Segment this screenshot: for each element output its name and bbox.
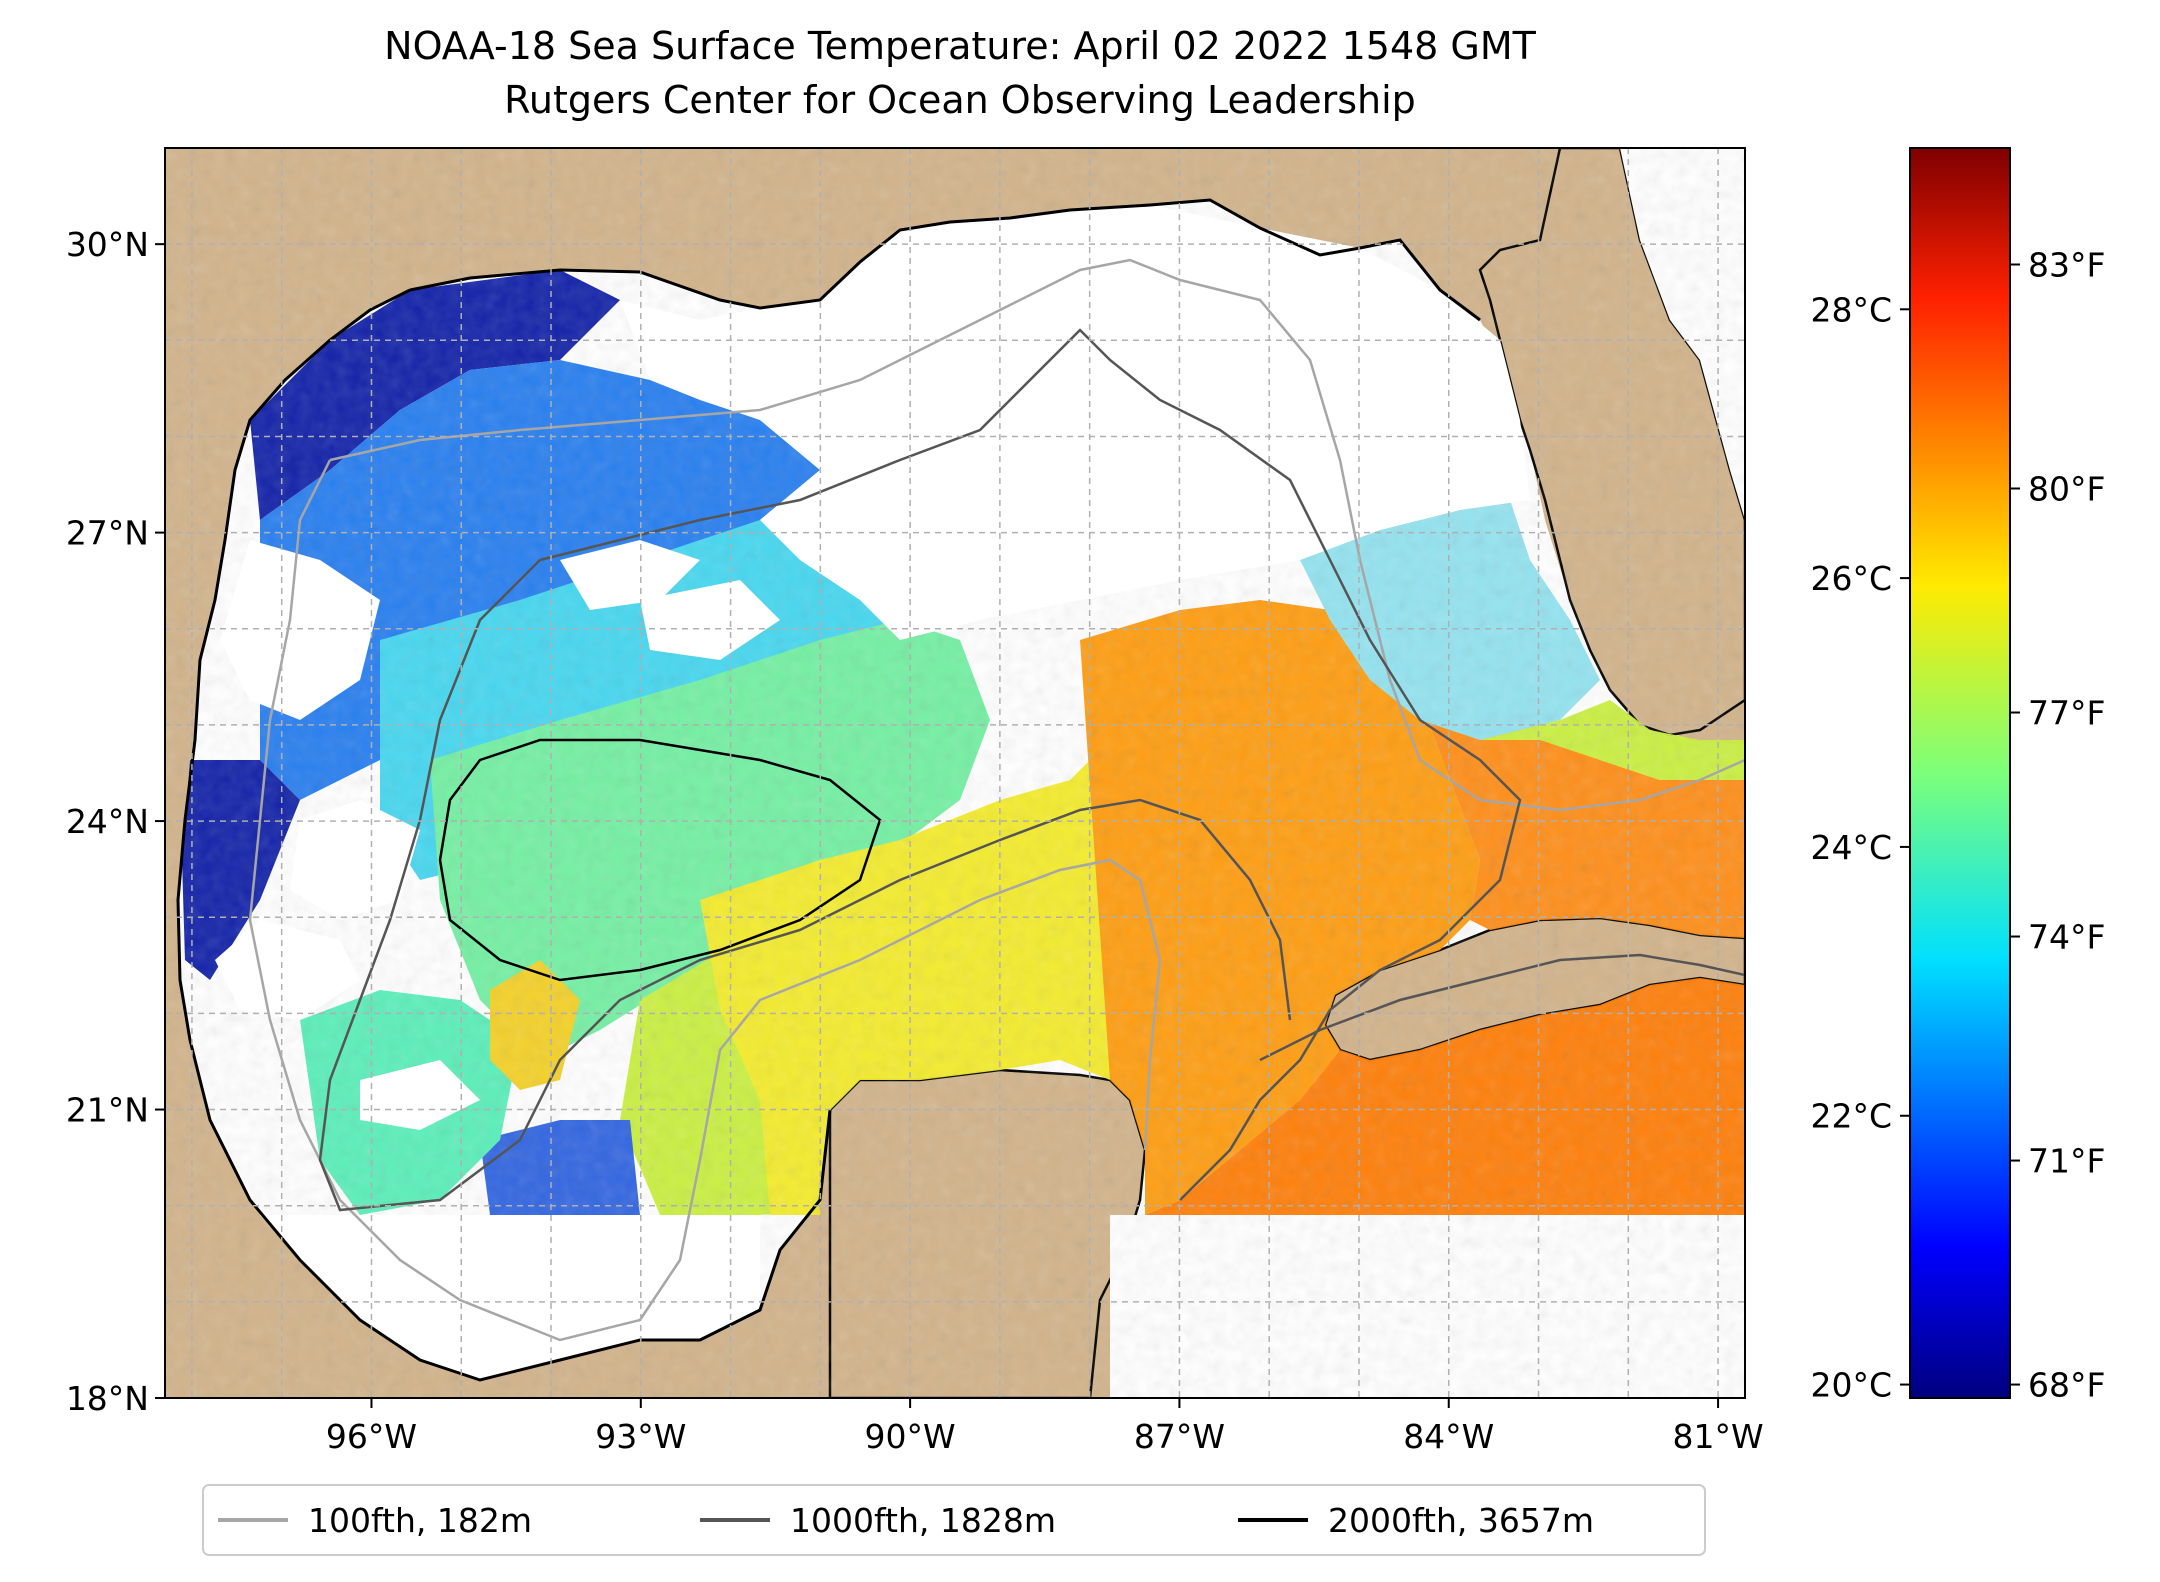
colorbar-c-label: 28°C [1810, 290, 1892, 329]
colorbar-c-label: 22°C [1810, 1097, 1892, 1136]
legend-label: 1000fth, 1828m [790, 1501, 1056, 1540]
figure-title: NOAA-18 Sea Surface Temperature: April 0… [384, 24, 1536, 68]
colorbar-c-label: 24°C [1810, 828, 1892, 867]
lat-tick-label: 27°N [66, 514, 149, 553]
colorbar-frame [1909, 147, 2011, 1399]
colorbar-c-label: 20°C [1810, 1366, 1892, 1405]
bathymetry-contours [248, 258, 1745, 1342]
colorbar-celsius-ticks: 20°C 22°C 24°C 26°C 28°C [1810, 290, 1910, 1405]
cloud-mask [215, 205, 1530, 1380]
lon-tick-label: 81°W [1673, 1417, 1764, 1456]
longitude-axis: 96°W 93°W 90°W 87°W 84°W 81°W [326, 1398, 1764, 1456]
colorbar-gradient [1910, 148, 2010, 1398]
legend-label: 100fth, 182m [308, 1501, 532, 1540]
lon-tick-label: 96°W [326, 1417, 417, 1456]
colorbar-f-label: 80°F [2028, 470, 2105, 509]
colorbar-f-label: 71°F [2028, 1142, 2105, 1181]
colorbar-c-label: 26°C [1810, 559, 1892, 598]
lon-tick-label: 93°W [595, 1417, 686, 1456]
lon-tick-label: 90°W [865, 1417, 956, 1456]
colorbar-f-label: 77°F [2028, 694, 2105, 733]
lat-tick-label: 24°N [66, 802, 149, 841]
legend-label: 2000fth, 3657m [1328, 1501, 1594, 1540]
latitude-axis: 18°N 21°N 24°N 27°N 30°N [66, 225, 165, 1418]
colorbar: 20°C 22°C 24°C 26°C 28°C 68°F 71°F 74°F 77°F 80°… [1810, 147, 2105, 1405]
lon-tick-label: 84°W [1403, 1417, 1494, 1456]
lat-tick-label: 30°N [66, 225, 149, 264]
contour-2000fth [438, 738, 882, 982]
lat-tick-label: 18°N [66, 1379, 149, 1418]
legend-box [202, 1484, 1706, 1556]
legend: 100fth, 182m 1000fth, 1828m 2000fth, 3657m [202, 1484, 1706, 1556]
colorbar-f-label: 83°F [2028, 245, 2105, 284]
colorbar-fahrenheit-ticks: 68°F 71°F 74°F 77°F 80°F 83°F [2010, 245, 2105, 1405]
colorbar-f-label: 74°F [2028, 918, 2105, 957]
lon-tick-label: 87°W [1134, 1417, 1225, 1456]
contour-1000fth [539, 328, 1522, 1201]
map-frame [164, 147, 1746, 1399]
colorbar-f-label: 68°F [2028, 1366, 2105, 1405]
map-panel [165, 148, 1745, 1398]
lat-tick-label: 21°N [66, 1091, 149, 1130]
figure-subtitle: Rutgers Center for Ocean Observing Leade… [504, 78, 1416, 122]
